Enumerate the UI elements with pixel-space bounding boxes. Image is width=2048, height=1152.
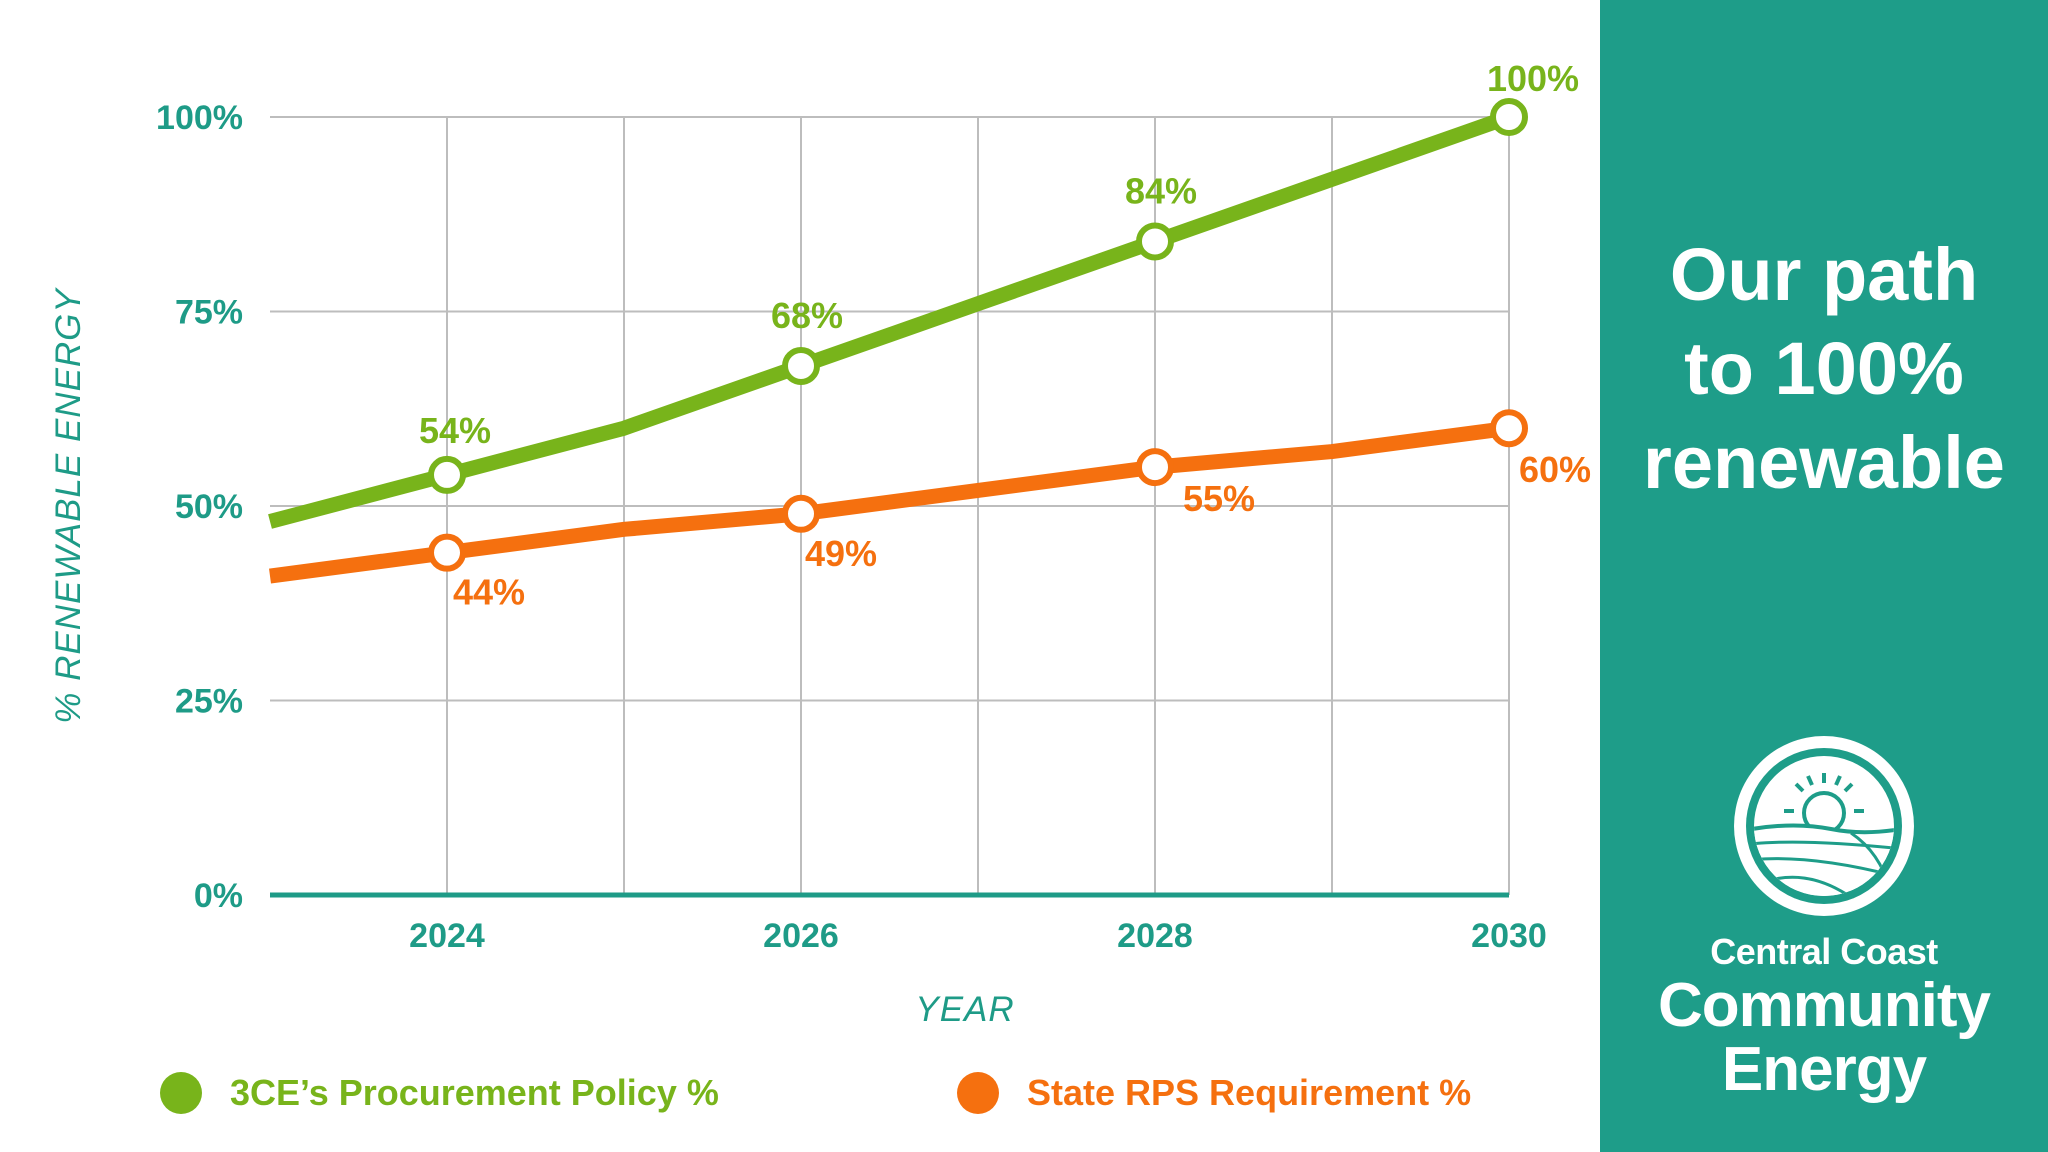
series-1-data-label: 60% bbox=[1519, 449, 1591, 490]
series-0-data-label: 84% bbox=[1125, 170, 1197, 211]
headline-line-3: renewable bbox=[1643, 421, 2005, 504]
headline: Our path to 100% renewable bbox=[1600, 228, 2048, 510]
legend-label-procurement: 3CE’s Procurement Policy % bbox=[230, 1072, 719, 1113]
chart-series: 54% 68% 84% 100% 44% 49% 55% 60% bbox=[268, 58, 1591, 613]
series-1-point bbox=[782, 494, 820, 533]
x-tick-label: 2024 bbox=[409, 917, 485, 955]
x-axis-ticks: 2024 2026 2028 2030 bbox=[409, 917, 1547, 955]
series-0-data-label: 54% bbox=[419, 410, 491, 451]
y-axis-title: % RENEWABLE ENERGY bbox=[49, 287, 88, 724]
series-1-point bbox=[1136, 448, 1174, 487]
y-tick-label: 0% bbox=[194, 877, 243, 915]
brand-line-2: Community bbox=[1658, 971, 1991, 1040]
series-0-point bbox=[782, 346, 820, 385]
y-tick-label: 100% bbox=[156, 99, 243, 137]
brand-line-1: Central Coast bbox=[1710, 931, 1938, 972]
legend-item-procurement: 3CE’s Procurement Policy % bbox=[160, 1072, 719, 1114]
y-axis-ticks: 0% 25% 50% 75% 100% bbox=[156, 99, 243, 915]
headline-line-2: to 100% bbox=[1684, 327, 1964, 410]
y-tick-label: 50% bbox=[175, 488, 243, 526]
x-tick-label: 2026 bbox=[763, 917, 839, 955]
sun-over-fields-icon bbox=[1734, 736, 1914, 916]
series-0-point bbox=[1136, 222, 1174, 261]
series-0-point bbox=[428, 455, 466, 494]
y-tick-label: 75% bbox=[175, 294, 243, 332]
series-line-1 bbox=[269, 420, 1510, 584]
brand-line-3: Energy bbox=[1721, 1035, 1927, 1104]
series-0-data-label: 68% bbox=[771, 295, 843, 336]
series-1-data-label: 49% bbox=[805, 533, 877, 574]
legend-item-state-rps: State RPS Requirement % bbox=[957, 1072, 1471, 1114]
series-0-data-label: 100% bbox=[1487, 58, 1579, 99]
legend-marker-green bbox=[160, 1072, 202, 1114]
series-1-data-label: 55% bbox=[1183, 478, 1255, 519]
series-1-point bbox=[428, 533, 466, 572]
legend-label-state-rps: State RPS Requirement % bbox=[1027, 1072, 1472, 1113]
series-line-0 bbox=[268, 109, 1512, 529]
brand-panel: Our path to 100% renewable bbox=[1600, 0, 2048, 1152]
series-0-point bbox=[1490, 98, 1528, 136]
line-chart: 0% 25% 50% 75% 100% 2024 2026 2028 2030 54% 68% 8… bbox=[49, 58, 1591, 1029]
y-tick-label: 25% bbox=[175, 683, 243, 721]
x-tick-label: 2028 bbox=[1117, 917, 1193, 955]
brand-name: Central Coast Community Energy bbox=[1600, 930, 2048, 1102]
x-tick-label: 2030 bbox=[1471, 917, 1547, 955]
headline-line-1: Our path bbox=[1669, 233, 1979, 316]
legend-marker-orange bbox=[957, 1072, 999, 1114]
series-1-data-label: 44% bbox=[453, 572, 525, 613]
series-1-point bbox=[1490, 409, 1528, 448]
x-axis-title: YEAR bbox=[915, 990, 1014, 1029]
